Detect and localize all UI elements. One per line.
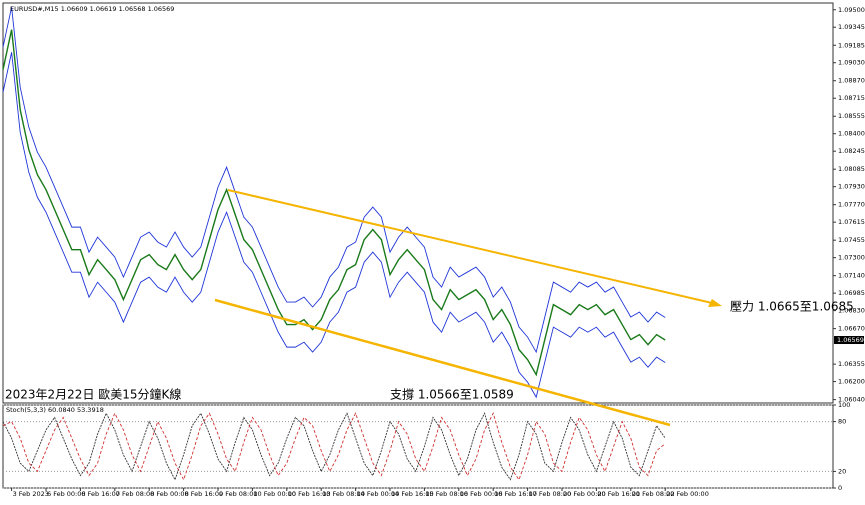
x-tick-label: 16 Feb 00:00 <box>460 490 503 498</box>
series-line <box>2 29 666 377</box>
y-tick-label: 1.07455 <box>838 236 865 244</box>
y-tick-label: 1.09500 <box>838 6 865 14</box>
price-label: 1.06569 <box>837 336 864 344</box>
support-line <box>214 298 671 427</box>
x-tick-label: 16 Feb 16:00 <box>494 490 537 498</box>
x-tick-label: 6 Feb 16:00 <box>81 490 120 498</box>
y-tick-label: 1.07770 <box>838 201 865 209</box>
x-tick-label: 3 Feb 2023 <box>13 490 49 498</box>
y-tick-label: 100 <box>838 401 850 409</box>
y-tick-label: 80 <box>838 418 846 426</box>
y-tick-label: 1.06355 <box>838 360 865 368</box>
x-tick-label: 13 Feb 08:00 <box>322 490 365 498</box>
x-tick-label: 17 Feb 08:00 <box>529 490 572 498</box>
indicator-title: Stoch(5,3,3) 60.0840 53.3918 <box>6 406 104 414</box>
y-tick-label: 1.09185 <box>838 41 865 49</box>
y-tick-label: 0 <box>838 484 842 492</box>
price-box <box>834 336 864 345</box>
x-tick-label: 21 Feb 08:00 <box>632 490 675 498</box>
chart-title: EURUSD#,M15 1.06609 1.06619 1.06568 1.06… <box>10 5 174 13</box>
series-line <box>2 7 666 354</box>
y-tick-label: 1.09345 <box>838 23 865 31</box>
y-tick-label: 1.06830 <box>838 307 865 315</box>
stoch-pane <box>2 404 834 489</box>
x-tick-label: 20 Feb 00:00 <box>563 490 606 498</box>
y-tick-label: 1.06200 <box>838 378 865 386</box>
series-line <box>2 412 666 481</box>
y-tick-label: 1.08400 <box>838 130 865 138</box>
series-line <box>2 412 666 481</box>
price-pane <box>2 2 834 404</box>
x-tick-label: 8 Feb 16:00 <box>185 490 224 498</box>
series-line <box>2 52 666 399</box>
x-tick-label: 20 Feb 16:00 <box>597 490 640 498</box>
y-tick-label: 1.08715 <box>838 94 865 102</box>
y-tick-label: 1.08555 <box>838 112 865 120</box>
y-tick-label: 20 <box>838 467 846 475</box>
x-tick-label: 10 Feb 00:00 <box>253 490 296 498</box>
annotation: 支撐 1.0566至1.0589 <box>390 388 514 402</box>
y-tick-label: 1.06985 <box>838 289 865 297</box>
y-tick-label: 1.06040 <box>838 396 865 404</box>
y-tick-label: 1.09030 <box>838 59 865 67</box>
annotation: 壓力 1.0665至1.0685 <box>730 300 854 314</box>
y-tick-label: 1.08245 <box>838 147 865 155</box>
x-tick-label: 14 Feb 00:00 <box>357 490 400 498</box>
x-tick-label: 14 Feb 16:00 <box>391 490 434 498</box>
marks <box>2 7 833 489</box>
x-tick-label: 10 Feb 16:00 <box>288 490 331 498</box>
annotation: 2023年2月22日 歐美15分鐘K線 <box>5 387 181 402</box>
x-tick-label: 9 Feb 08:00 <box>219 490 258 498</box>
x-tick-label: 8 Feb 00:00 <box>150 490 189 498</box>
y-tick-label: 1.07140 <box>838 272 865 280</box>
x-tick-label: 6 Feb 00:00 <box>47 490 86 498</box>
y-tick-label: 1.07300 <box>838 254 865 262</box>
x-tick-label: 7 Feb 08:00 <box>116 490 155 498</box>
y-tick-label: 1.07615 <box>838 218 865 226</box>
x-tick-label: 22 Feb 00:00 <box>666 490 709 498</box>
resistance-line <box>227 189 713 304</box>
y-tick-label: 1.08085 <box>838 165 865 173</box>
y-tick-label: 1.07930 <box>838 183 865 191</box>
y-tick-label: 1.08870 <box>838 77 865 85</box>
x-tick-label: 15 Feb 08:00 <box>425 490 468 498</box>
y-tick-label: 1.06670 <box>838 325 865 333</box>
arrow-head <box>708 299 722 307</box>
